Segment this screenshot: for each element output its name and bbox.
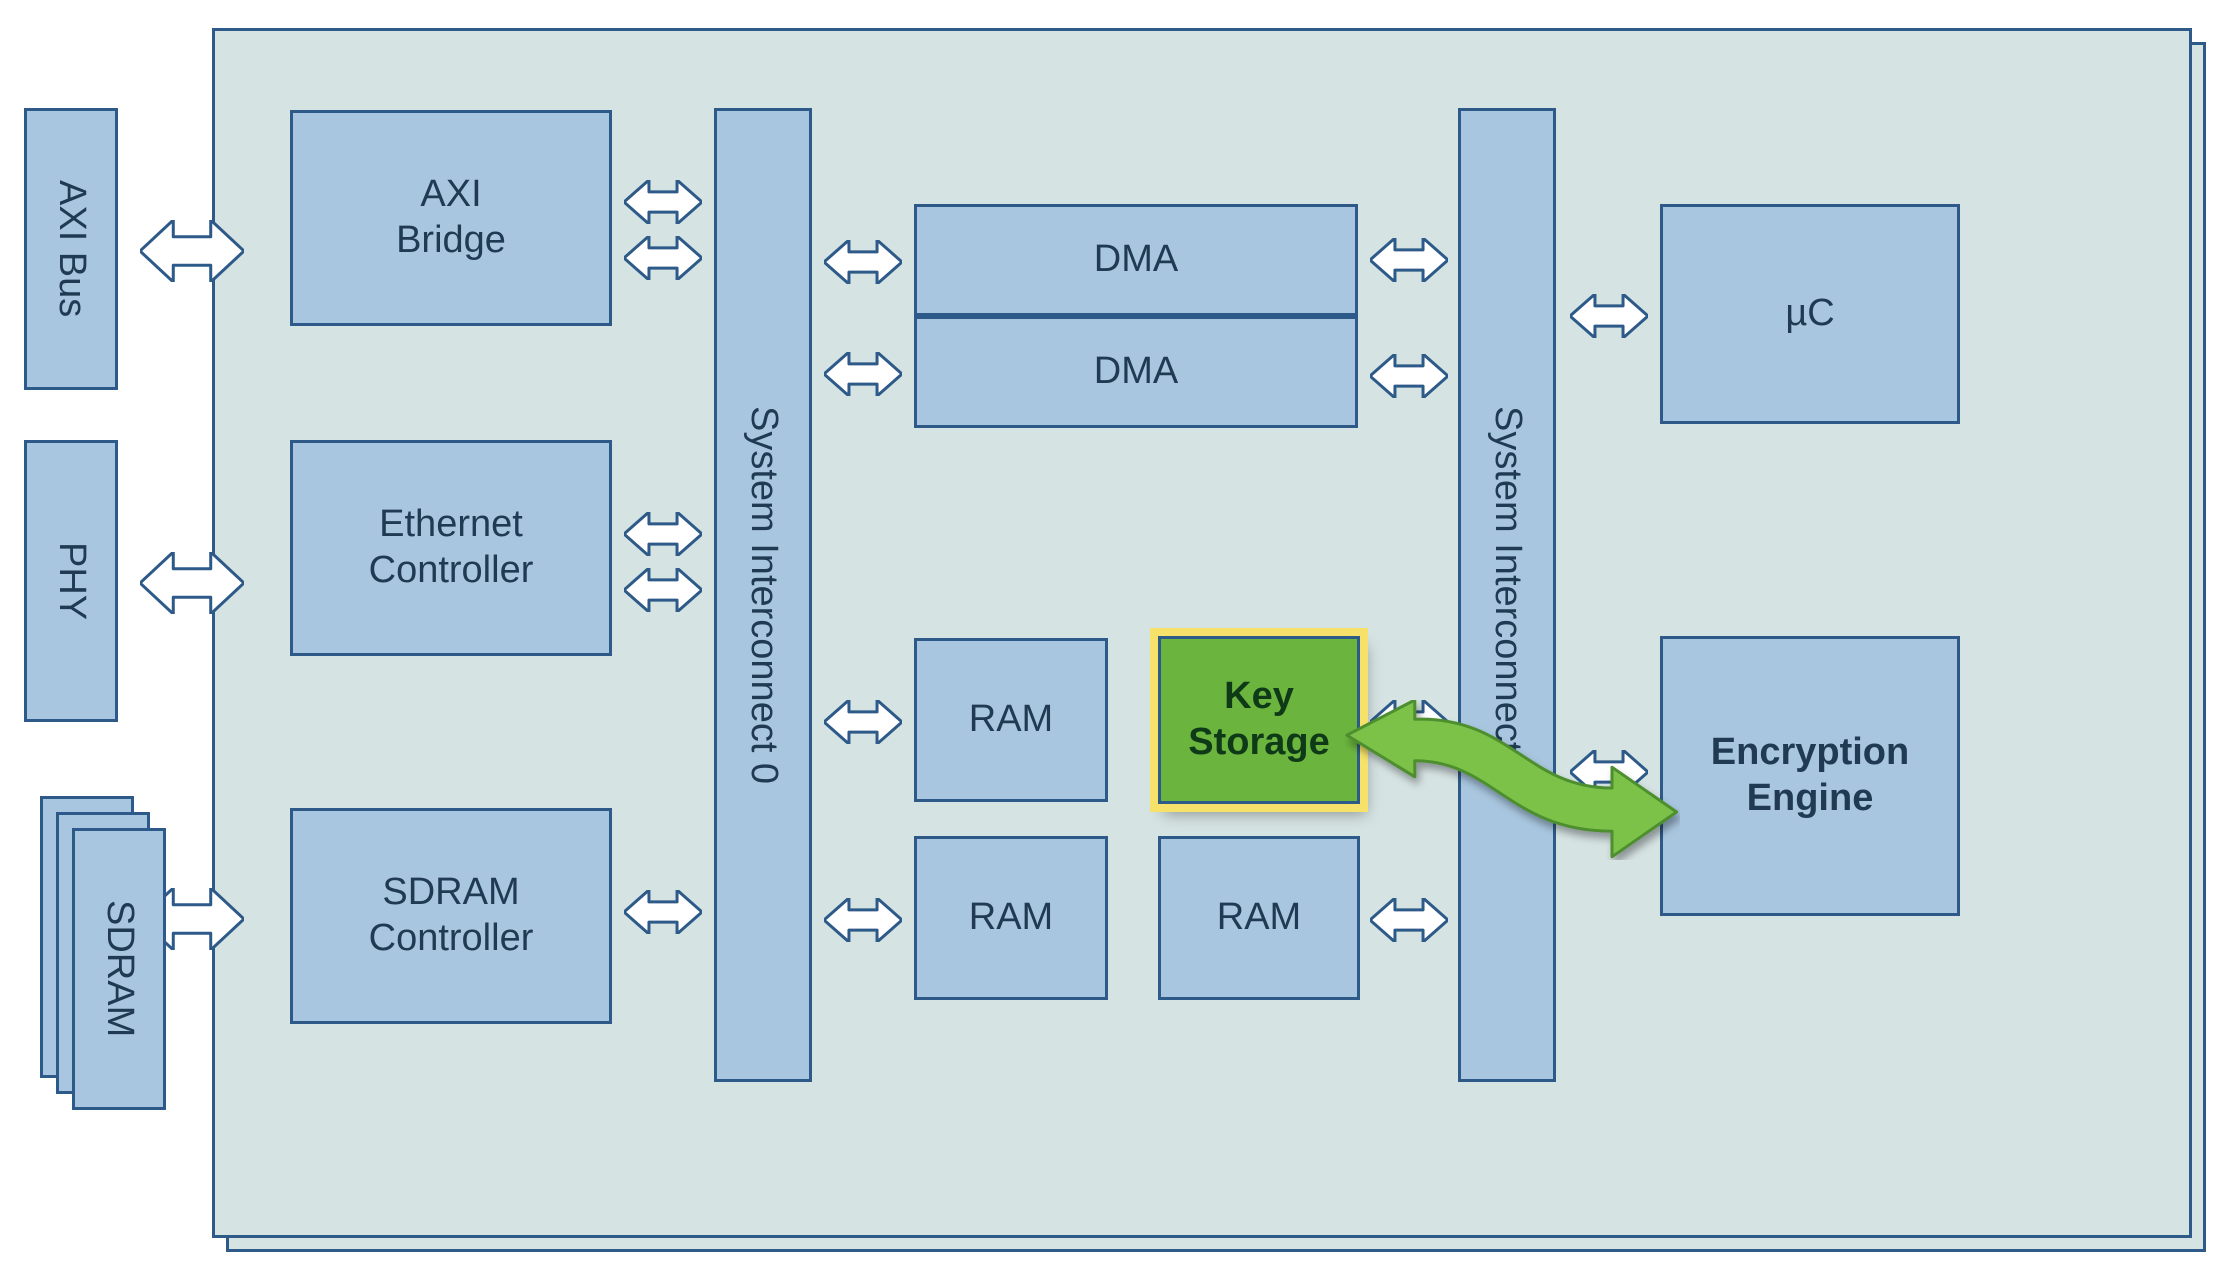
block-ram2: RAM: [1158, 836, 1360, 1000]
block-eth: Ethernet Controller: [290, 440, 612, 656]
bus-arrow-icon: [624, 890, 702, 934]
secure-link-arrow-icon: [1340, 700, 1680, 860]
block-uc: µC: [1660, 204, 1960, 424]
bus-arrow-icon: [824, 240, 902, 284]
bus-arrow-icon: [824, 352, 902, 396]
block-si1: System Interconnect 1: [1458, 108, 1556, 1082]
block-ram1: RAM: [914, 836, 1108, 1000]
block-enc: Encryption Engine: [1660, 636, 1960, 916]
bus-arrow-icon: [624, 180, 702, 224]
block-ram1-label: RAM: [969, 895, 1053, 941]
block-phy-label: PHY: [48, 542, 94, 620]
bus-arrow-icon: [624, 568, 702, 612]
bus-arrow-icon: [140, 220, 244, 282]
block-dma0-label: DMA: [1094, 237, 1178, 283]
bus-arrow-icon: [624, 236, 702, 280]
bus-arrow-icon: [140, 552, 244, 614]
block-key-label: Key Storage: [1188, 674, 1329, 765]
bus-arrow-icon: [824, 898, 902, 942]
block-axi_bus-label: AXI Bus: [48, 180, 94, 317]
block-dma1-label: DMA: [1094, 349, 1178, 395]
block-sdram_ctrl-label: SDRAM Controller: [369, 870, 534, 961]
block-ram2-label: RAM: [1217, 895, 1301, 941]
block-sdram_ctrl: SDRAM Controller: [290, 808, 612, 1024]
block-sdram-label: SDRAM: [96, 900, 142, 1037]
block-dma1: DMA: [914, 316, 1358, 428]
block-axi_bridge-label: AXI Bridge: [396, 172, 506, 263]
block-enc-label: Encryption Engine: [1711, 730, 1909, 821]
block-ram0-label: RAM: [969, 697, 1053, 743]
block-phy: PHY: [24, 440, 118, 722]
bus-arrow-icon: [1370, 898, 1448, 942]
bus-arrow-icon: [824, 700, 902, 744]
block-si0: System Interconnect 0: [714, 108, 812, 1082]
bus-arrow-icon: [1370, 354, 1448, 398]
block-sdram: SDRAM: [72, 828, 166, 1110]
block-ram0: RAM: [914, 638, 1108, 802]
block-axi_bridge: AXI Bridge: [290, 110, 612, 326]
bus-arrow-icon: [624, 512, 702, 556]
block-si0-label: System Interconnect 0: [740, 406, 786, 784]
block-eth-label: Ethernet Controller: [369, 502, 534, 593]
bus-arrow-icon: [1370, 238, 1448, 282]
block-uc-label: µC: [1785, 291, 1834, 337]
bus-arrow-icon: [1570, 294, 1648, 338]
block-key: Key Storage: [1158, 636, 1360, 804]
block-axi_bus: AXI Bus: [24, 108, 118, 390]
block-dma0: DMA: [914, 204, 1358, 316]
